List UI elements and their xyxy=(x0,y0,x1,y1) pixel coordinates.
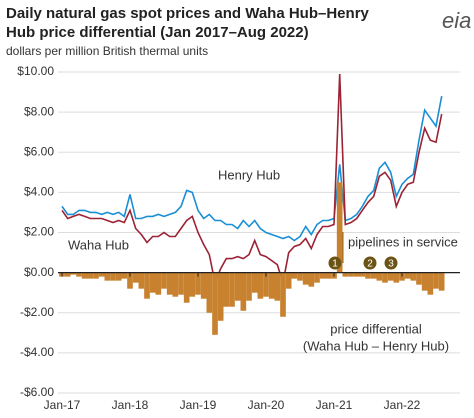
differential-bar xyxy=(257,272,264,299)
differential-bar xyxy=(251,272,258,293)
differential-bar xyxy=(127,272,133,289)
differential-bar xyxy=(166,272,173,295)
differential-bar xyxy=(348,272,354,277)
y-tick-label: $0.00 xyxy=(24,265,54,279)
differential-bar xyxy=(416,272,422,285)
annotation: (Waha Hub – Henry Hub) xyxy=(303,338,449,353)
differential-bar xyxy=(172,272,179,297)
subtitle: dollars per million British thermal unit… xyxy=(6,44,208,58)
y-tick-label: $2.00 xyxy=(24,225,54,239)
differential-bar xyxy=(376,272,383,281)
differential-bar xyxy=(223,272,230,307)
differential-bar xyxy=(263,272,269,297)
differential-bar xyxy=(132,272,139,283)
differential-bar xyxy=(189,272,196,297)
differential-bar xyxy=(200,272,207,299)
differential-bar xyxy=(149,272,156,293)
differential-bar xyxy=(404,272,411,279)
pipeline-label: 3 xyxy=(388,259,394,270)
differential-bar xyxy=(336,182,343,273)
differential-bar xyxy=(280,272,286,317)
y-tick-label: $6.00 xyxy=(24,144,54,158)
differential-bar xyxy=(195,272,201,295)
differential-bar xyxy=(178,272,184,295)
differential-bar xyxy=(274,272,281,301)
pipeline-label: 2 xyxy=(367,259,373,270)
annotation: pipelines in service xyxy=(348,234,458,249)
differential-bar xyxy=(268,272,275,299)
differential-bar xyxy=(81,272,88,279)
legend-label: Henry Hub xyxy=(218,167,280,182)
y-tick-label: -$2.00 xyxy=(20,305,54,319)
differential-bar xyxy=(144,272,150,299)
y-tick-label: $8.00 xyxy=(24,104,54,118)
differential-bar xyxy=(370,272,377,279)
differential-bar xyxy=(246,272,252,301)
y-tick-label: -$4.00 xyxy=(20,345,54,359)
annotation: price differential xyxy=(330,321,422,336)
x-tick-label: Jan-18 xyxy=(112,398,149,412)
differential-bar xyxy=(206,272,213,313)
chart-title: Daily natural gas spot prices and Waha H… xyxy=(6,5,370,22)
differential-bar xyxy=(93,272,99,279)
differential-bar xyxy=(353,272,360,277)
x-tick-label: Jan-20 xyxy=(248,398,285,412)
differential-bar xyxy=(291,272,298,279)
differential-bar xyxy=(314,272,320,283)
differential-bar xyxy=(121,272,128,279)
differential-bar xyxy=(155,272,162,295)
differential-bar xyxy=(427,272,434,295)
pipeline-marker xyxy=(328,256,342,270)
differential-bar xyxy=(365,272,371,279)
differential-bar xyxy=(438,272,445,291)
differential-bar xyxy=(183,272,190,303)
differential-bar xyxy=(387,272,394,281)
differential-bar xyxy=(410,272,417,281)
differential-bar xyxy=(302,272,309,285)
pipeline-marker xyxy=(363,256,377,270)
series-line xyxy=(61,73,443,286)
differential-bar xyxy=(70,272,77,275)
differential-bar xyxy=(138,272,145,289)
y-tick-label: -$6.00 xyxy=(20,385,54,399)
differential-bar xyxy=(308,272,315,287)
differential-bar xyxy=(393,272,400,283)
differential-bar xyxy=(76,272,82,277)
x-tick-label: Jan-21 xyxy=(316,398,353,412)
differential-bar xyxy=(240,272,247,311)
x-tick-label: Jan-19 xyxy=(180,398,217,412)
differential-bar xyxy=(87,272,94,279)
differential-bar xyxy=(285,272,292,289)
series-line xyxy=(61,95,443,242)
y-tick-label: $4.00 xyxy=(24,185,54,199)
differential-bar xyxy=(359,272,366,277)
legend-label: Waha Hub xyxy=(68,237,129,252)
differential-bar xyxy=(382,272,388,283)
differential-bar xyxy=(297,272,303,281)
chart-title: Hub price differential (Jan 2017–Aug 202… xyxy=(6,24,309,41)
differential-bar xyxy=(342,272,349,277)
differential-bar xyxy=(110,272,116,281)
x-tick-label: Jan-22 xyxy=(384,398,421,412)
differential-bar xyxy=(229,272,235,307)
logo: eia xyxy=(442,8,471,33)
pipeline-label: 1 xyxy=(332,259,338,270)
differential-bar xyxy=(319,272,326,279)
differential-bar xyxy=(98,272,105,277)
differential-bar xyxy=(64,272,71,277)
differential-bar xyxy=(217,272,224,321)
differential-bar xyxy=(104,272,111,281)
differential-bar xyxy=(433,272,439,289)
differential-bar xyxy=(212,272,218,335)
differential-bar xyxy=(161,272,167,289)
x-tick-label: Jan-17 xyxy=(44,398,81,412)
differential-bar xyxy=(325,272,332,279)
differential-bar xyxy=(234,272,241,301)
y-tick-label: $10.00 xyxy=(17,64,54,78)
differential-bar xyxy=(115,272,122,281)
differential-bar xyxy=(399,272,405,281)
pipeline-marker xyxy=(384,256,398,270)
differential-bar xyxy=(421,272,428,291)
